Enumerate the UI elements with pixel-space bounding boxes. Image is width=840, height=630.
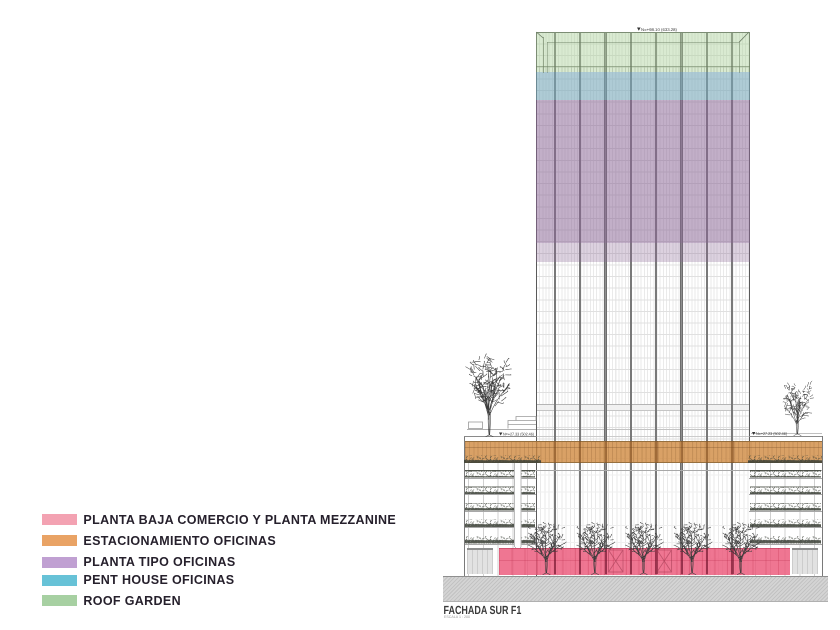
svg-text:N=+98.10 (633.28): N=+98.10 (633.28) xyxy=(641,27,678,32)
svg-text:FACHADA SUR F1: FACHADA SUR F1 xyxy=(444,603,522,617)
svg-text:N=+27.23 (502.46): N=+27.23 (502.46) xyxy=(756,431,788,436)
svg-text:N=+27.33 (502.46): N=+27.33 (502.46) xyxy=(503,432,535,437)
svg-text:ESCALA 1 : 200: ESCALA 1 : 200 xyxy=(444,615,470,619)
